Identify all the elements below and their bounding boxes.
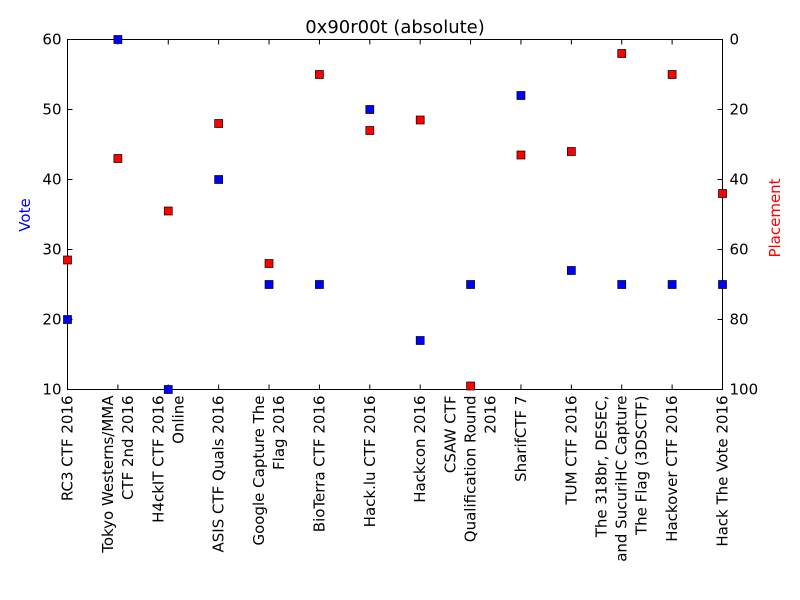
vote-point — [163, 385, 173, 394]
y-axis-label-right: Placement — [766, 178, 784, 257]
left-tick-label: 50 — [42, 101, 61, 119]
left-tick-label: 20 — [42, 311, 61, 329]
x-tick-label: TUM CTF 2016 — [562, 396, 580, 506]
vote-point — [718, 280, 727, 289]
placement-point — [264, 259, 274, 268]
vote-point — [63, 315, 72, 324]
placement-point — [315, 70, 324, 79]
vote-point — [365, 105, 375, 114]
right-tick-label: 0 — [730, 31, 740, 49]
vote-point — [566, 266, 576, 275]
vote-point — [264, 280, 274, 289]
x-axis: RC3 CTF 2016 Tokyo Westerns/MMA CTF 2nd 20… — [59, 39, 732, 562]
left-tick-label: 60 — [42, 31, 61, 49]
x-tick-label: CSAW CTF — [442, 395, 460, 473]
x-tick-label: H4ckIT CTF 2016 — [149, 396, 167, 523]
placement-point — [566, 147, 576, 156]
placement-point — [617, 49, 627, 58]
right-tick-label: 60 — [730, 241, 749, 259]
x-tick-label: Google Capture The — [250, 396, 268, 546]
x-tick-label: RC3 CTF 2016 — [59, 396, 77, 502]
x-tick-label: 2016 — [482, 395, 500, 433]
chart-title: 0x90r00t (absolute) — [305, 17, 485, 38]
x-tick-label: Qualification Round — [462, 395, 480, 542]
placement-point — [163, 206, 173, 216]
vote-point — [113, 35, 123, 44]
placement-point — [516, 150, 526, 160]
placement-point — [365, 126, 375, 135]
placement-point — [718, 189, 727, 198]
vote-point — [667, 280, 677, 289]
placement-point — [667, 70, 677, 79]
placement-point — [466, 381, 475, 391]
x-tick-label: SharifCTF 7 — [512, 396, 530, 482]
vote-point — [315, 280, 324, 289]
placement-point — [113, 154, 123, 163]
vote-point — [415, 336, 425, 345]
right-tick-label: 100 — [730, 381, 759, 399]
right-tick-label: 20 — [730, 101, 749, 119]
vote-point — [214, 175, 224, 184]
x-tick-label: Hack.lu CTF 2016 — [361, 396, 379, 528]
placement-point — [214, 119, 224, 128]
y-axis-label-left: Vote — [16, 198, 34, 231]
x-tick-label: and SucuriHC Capture — [613, 396, 631, 562]
left-tick-label: 40 — [42, 171, 61, 189]
right-axis: 0 20 40 60 80 100 — [67, 31, 759, 399]
placement-point — [63, 255, 72, 265]
plot-frame — [67, 39, 723, 390]
vote-point — [516, 91, 526, 100]
left-axis: 10 20 30 40 50 60 — [42, 31, 723, 399]
x-tick-label: The 318br, DESEC, — [593, 396, 611, 539]
x-tick-label: The Flag (3DSCTF) — [633, 396, 651, 537]
x-tick-label: Hack The Vote 2016 — [714, 396, 732, 547]
vote-point — [617, 280, 627, 289]
x-tick-label: Flag 2016 — [270, 396, 288, 470]
x-tick-label: Tokyo Westerns/MMA — [99, 395, 117, 554]
right-tick-label: 40 — [730, 171, 749, 189]
left-tick-label: 10 — [42, 381, 61, 399]
data-points — [63, 35, 727, 394]
x-tick-label: BioTerra CTF 2016 — [310, 396, 328, 533]
x-tick-label: ASIS CTF Quals 2016 — [210, 396, 228, 553]
placement-point — [415, 115, 425, 125]
x-tick-label: CTF 2nd 2016 — [119, 396, 137, 501]
vote-point — [466, 280, 475, 289]
x-tick-label: Online — [169, 396, 187, 444]
x-tick-label: Hackcon 2016 — [411, 396, 429, 503]
left-tick-label: 30 — [42, 241, 61, 259]
x-tick-label: Hackover CTF 2016 — [663, 396, 681, 542]
right-tick-label: 80 — [730, 311, 749, 329]
